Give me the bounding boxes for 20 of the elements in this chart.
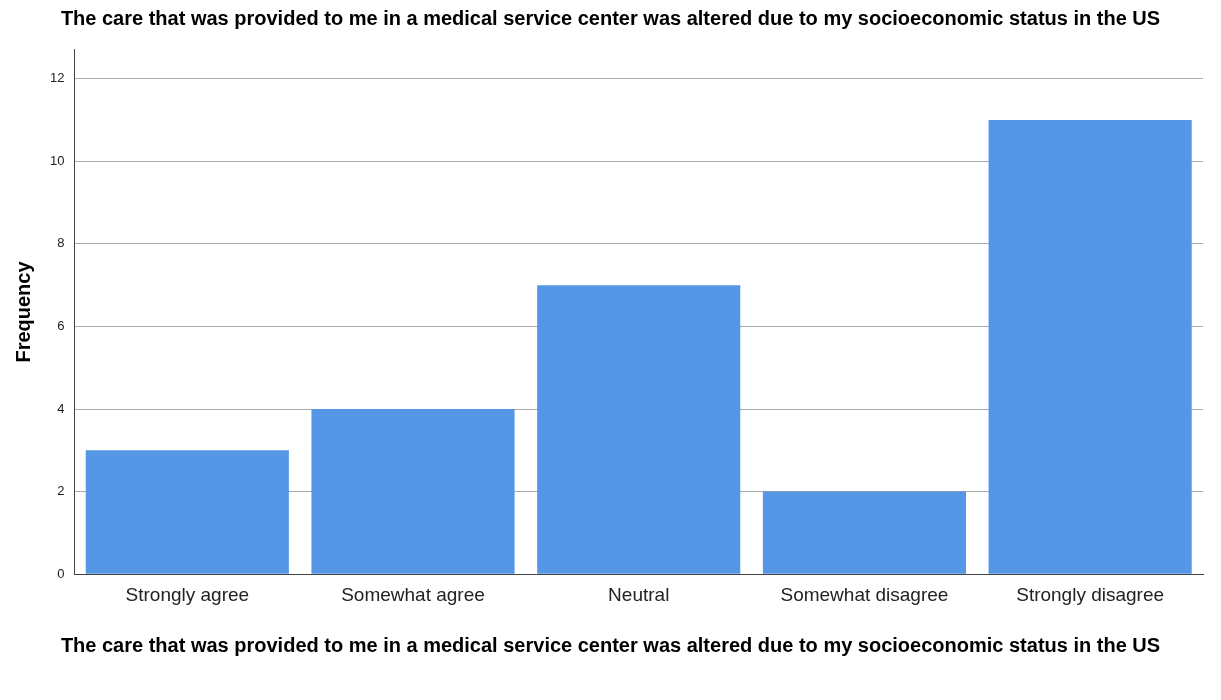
y-tick-label: 4 [57, 400, 65, 416]
y-axis-title: Frequency [11, 260, 34, 363]
x-tick-label: Neutral [608, 583, 670, 605]
y-tick-label: 12 [49, 70, 65, 86]
x-tick-label: Somewhat agree [341, 583, 485, 605]
x-tick-label: Somewhat disagree [780, 583, 949, 605]
bar [311, 409, 515, 574]
y-tick-label: 10 [49, 152, 65, 168]
x-tick-label: Strongly disagree [1016, 583, 1165, 605]
y-tick-label: 2 [57, 483, 65, 499]
x-axis-title: The care that was provided to me in a medical service center was altered due to my socioeconomic status in the US [59, 633, 1162, 656]
y-tick-label: 8 [57, 235, 65, 251]
y-tick-label: 0 [57, 565, 65, 581]
chart-title: The care that was provided to me in a medical service center was altered due to my socioeconomic status in the US [59, 7, 1162, 31]
x-tick-label: Strongly agree [125, 583, 250, 605]
bar [85, 450, 289, 574]
bar [988, 120, 1192, 574]
bar [537, 285, 741, 574]
bar [762, 491, 967, 574]
y-tick-label: 6 [57, 318, 65, 334]
